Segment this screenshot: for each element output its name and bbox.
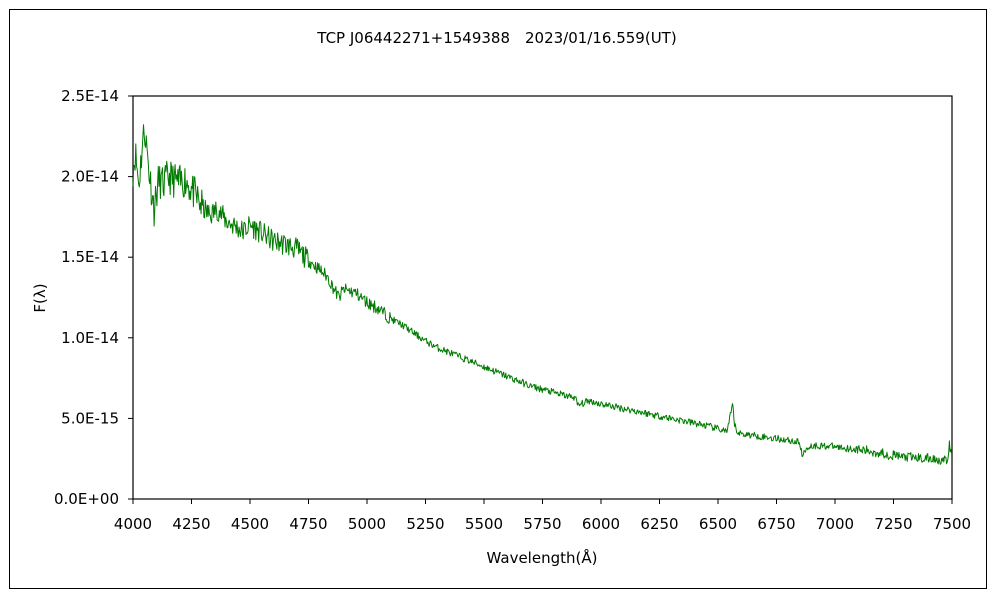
x-tick-label: 4750: [289, 515, 327, 533]
x-tick-label: 6500: [699, 515, 737, 533]
x-axis-label: Wavelength(Å): [487, 548, 598, 567]
x-tick-label: 7500: [933, 515, 971, 533]
x-tick-label: 5500: [465, 515, 503, 533]
x-tick-label: 4500: [231, 515, 269, 533]
x-tick-label: 6250: [640, 515, 678, 533]
y-tick-label: 2.0E-14: [61, 168, 119, 186]
x-tick-label: 7250: [874, 515, 912, 533]
x-tick-label: 6750: [757, 515, 795, 533]
y-tick-label: 2.5E-14: [61, 87, 119, 105]
y-tick-label: 1.0E-14: [61, 329, 119, 347]
chart-title: TCP J06442271+1549388 2023/01/16.559(UT): [316, 29, 676, 47]
series-layer: [132, 124, 952, 465]
x-axis: 4000 4250 4500 4750 5000 5250 5500 5750 6000 6250…: [114, 499, 971, 533]
x-tick-label: 6000: [582, 515, 620, 533]
x-tick-label: 7000: [816, 515, 854, 533]
x-tick-label: 5250: [406, 515, 444, 533]
series-line: [132, 124, 952, 465]
x-tick-label: 4250: [172, 515, 210, 533]
y-axis-label: F(λ): [31, 283, 49, 312]
plot-area: [132, 95, 953, 500]
y-axis: 0.0E+00 5.0E-15 1.0E-14 1.5E-14 2.0E-14 2.5E-…: [54, 87, 133, 508]
x-tick-label: 5750: [523, 515, 561, 533]
y-tick-label: 1.5E-14: [61, 248, 119, 266]
x-tick-label: 5000: [348, 515, 386, 533]
y-tick-label: 0.0E+00: [54, 490, 119, 508]
x-tick-label: 4000: [114, 515, 152, 533]
y-tick-label: 5.0E-15: [61, 409, 119, 427]
